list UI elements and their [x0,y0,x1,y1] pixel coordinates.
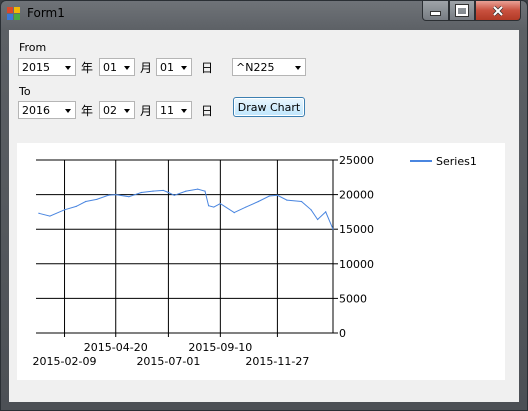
from-day-select[interactable]: 01 [156,58,192,76]
data-point [167,191,170,194]
data-point [204,190,206,192]
to-year-select[interactable]: 2016 [18,101,76,119]
data-point [286,199,288,201]
window-controls [422,1,521,21]
data-point [107,194,110,196]
from-year-select[interactable]: 2015 [18,58,76,76]
chevron-down-icon [181,109,187,113]
chevron-down-icon [181,66,187,70]
form-client-area: From 2015 年 01 月 01 日 ^N225 To 2016 年 02 [9,30,519,402]
draw-chart-button[interactable]: Draw Chart [233,97,305,117]
from-month-select[interactable]: 01 [99,58,135,76]
x-tick-label: 2015-04-20 [84,341,148,354]
data-point [75,205,77,207]
data-point [317,218,319,221]
data-point [233,211,235,214]
data-point [268,195,270,197]
data-point [276,194,279,196]
data-point [300,200,303,203]
title-bar[interactable]: Form1 [1,1,527,29]
minimize-icon [430,11,441,16]
chevron-down-icon [65,109,71,113]
data-point [115,194,117,196]
from-year-value: 2015 [22,61,50,74]
to-month-select[interactable]: 02 [99,101,135,119]
y-tick-label: 25000 [339,154,374,167]
x-tick-label: 2015-07-01 [136,355,200,368]
data-point [85,200,87,203]
year-char-to: 年 [81,104,94,118]
data-point [197,188,199,190]
maximize-icon [456,5,468,16]
y-tick-label: 15000 [339,223,374,236]
day-char-from: 日 [201,61,214,75]
data-point [257,200,259,203]
data-point [185,190,187,192]
data-point [213,206,215,208]
day-char-to: 日 [201,104,214,118]
data-point [219,202,221,205]
data-point [38,212,40,214]
data-point [310,209,312,211]
month-char-from: 月 [140,61,153,75]
y-tick-label: 10000 [339,258,374,271]
x-tick-label: 2015-09-10 [188,341,252,354]
to-day-value: 11 [160,104,174,117]
data-point [63,209,66,211]
data-point [96,198,98,201]
y-tick-label: 0 [339,327,346,340]
data-point [173,194,175,196]
chart-panel: 0 5000 10000 15000 20000 25000 2015-04-20 2015-… [17,143,505,380]
symbol-value: ^N225 [236,61,275,74]
series-line [38,188,334,230]
chevron-down-icon [65,66,71,70]
year-char-from: 年 [81,61,94,75]
from-month-value: 01 [103,61,117,74]
to-month-value: 02 [103,104,117,117]
to-year-value: 2016 [22,104,50,117]
y-tick-label: 5000 [339,292,367,305]
maximize-button[interactable] [449,1,475,21]
symbol-select[interactable]: ^N225 [232,58,306,76]
to-label: To [19,85,31,98]
chevron-down-icon [124,109,130,113]
data-point [245,206,247,208]
chevron-down-icon [124,66,130,70]
close-button[interactable] [475,1,521,21]
from-label: From [19,41,47,54]
minimize-button[interactable] [422,1,449,21]
data-point [140,191,142,194]
legend-label: Series1 [436,155,477,168]
to-day-select[interactable]: 11 [156,101,192,119]
month-char-to: 月 [140,104,153,118]
data-point [162,189,164,192]
x-tick-label: 2015-02-09 [33,355,97,368]
data-point [208,205,210,207]
y-tick-label: 20000 [339,189,374,202]
from-day-value: 01 [160,61,174,74]
close-icon [492,5,504,16]
data-point [128,196,130,198]
data-point [152,190,154,192]
data-point [325,211,327,213]
data-point [49,215,51,217]
window-title: Form1 [27,6,65,20]
x-tick-label: 2015-11-27 [245,355,309,368]
chevron-down-icon [295,66,301,70]
app-icon [7,7,21,21]
data-point [332,228,334,230]
